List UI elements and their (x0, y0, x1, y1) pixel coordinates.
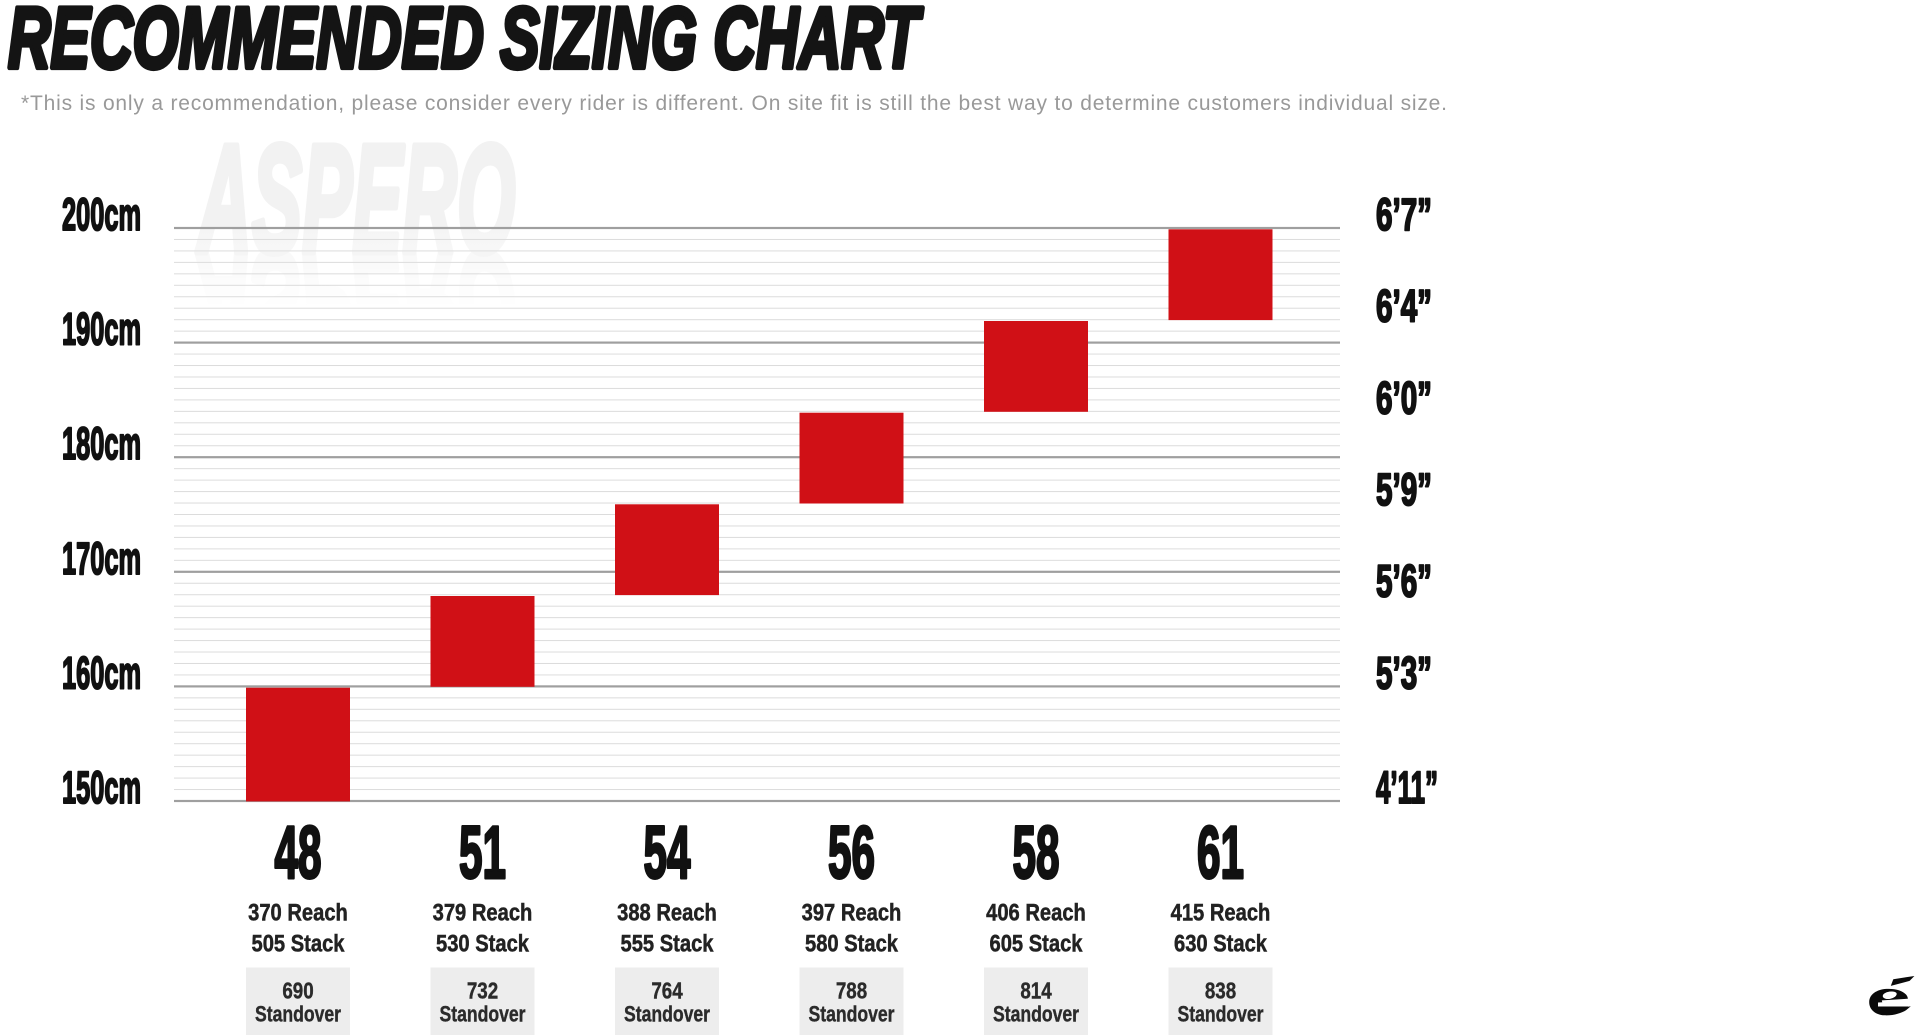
svg-text:814: 814 (1020, 977, 1051, 1004)
svg-text:397 Reach: 397 Reach (802, 899, 902, 926)
svg-text:605 Stack: 605 Stack (989, 930, 1083, 957)
svg-text:61: 61 (1197, 811, 1244, 894)
svg-text:505 Stack: 505 Stack (251, 930, 345, 957)
svg-text:370 Reach: 370 Reach (248, 899, 348, 926)
svg-text:5’6”: 5’6” (1376, 556, 1432, 607)
svg-text:Standover: Standover (993, 1003, 1079, 1027)
svg-text:ASPERO: ASPERO (196, 219, 516, 391)
svg-text:788: 788 (836, 977, 867, 1004)
svg-text:6’4”: 6’4” (1376, 281, 1432, 332)
svg-text:5’9”: 5’9” (1376, 464, 1432, 515)
svg-text:764: 764 (651, 977, 682, 1004)
svg-text:5’3”: 5’3” (1376, 647, 1432, 698)
svg-text:Standover: Standover (808, 1003, 894, 1027)
svg-text:150cm: 150cm (62, 762, 141, 813)
svg-text:54: 54 (644, 811, 691, 894)
svg-text:56: 56 (828, 811, 875, 894)
svg-text:530 Stack: 530 Stack (436, 930, 530, 957)
svg-text:690: 690 (282, 977, 313, 1004)
svg-text:180cm: 180cm (62, 418, 141, 469)
svg-text:RECOMMENDED SIZING CHART: RECOMMENDED SIZING CHART (8, 0, 923, 86)
svg-text:200cm: 200cm (62, 189, 141, 240)
svg-text:555 Stack: 555 Stack (620, 930, 714, 957)
svg-text:48: 48 (275, 811, 322, 894)
svg-text:Standover: Standover (1177, 1003, 1263, 1027)
svg-text:838: 838 (1205, 977, 1236, 1004)
svg-text:379 Reach: 379 Reach (433, 899, 533, 926)
svg-text:6’7”: 6’7” (1376, 189, 1432, 240)
svg-text:170cm: 170cm (62, 533, 141, 584)
svg-text:58: 58 (1013, 811, 1060, 894)
svg-text:415 Reach: 415 Reach (1171, 899, 1271, 926)
svg-text:6’0”: 6’0” (1376, 372, 1432, 423)
svg-text:732: 732 (467, 977, 498, 1004)
svg-text:406 Reach: 406 Reach (986, 899, 1086, 926)
svg-text:Standover: Standover (624, 1003, 710, 1027)
svg-text:*This is only a recommendation: *This is only a recommendation, please c… (21, 92, 1447, 115)
svg-text:51: 51 (459, 811, 506, 894)
svg-text:160cm: 160cm (62, 647, 141, 698)
svg-text:190cm: 190cm (62, 304, 141, 355)
svg-text:4’11”: 4’11” (1376, 762, 1438, 813)
svg-text:630 Stack: 630 Stack (1174, 930, 1268, 957)
svg-text:Standover: Standover (255, 1003, 341, 1027)
svg-text:388 Reach: 388 Reach (617, 899, 717, 926)
svg-text:ASPERO: ASPERO (196, 113, 516, 285)
svg-text:580 Stack: 580 Stack (805, 930, 899, 957)
svg-text:Standover: Standover (439, 1003, 525, 1027)
